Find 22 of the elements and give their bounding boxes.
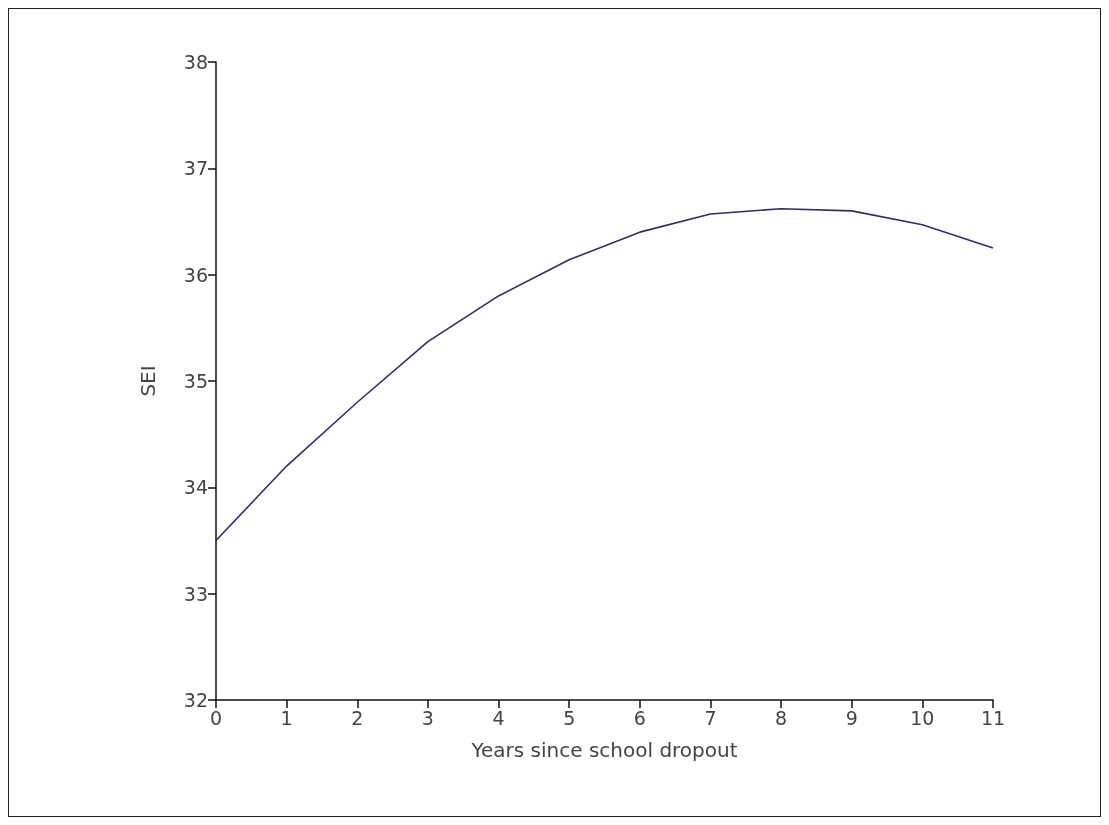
x-tick-label: 8 — [775, 706, 788, 729]
x-tick-label: 10 — [910, 706, 935, 729]
x-tick-label: 7 — [704, 706, 717, 729]
y-axis-title: SEI — [136, 365, 160, 397]
x-tick-label: 2 — [351, 706, 364, 729]
y-tick-label: 38 — [183, 51, 208, 73]
x-tick-label: 4 — [492, 706, 505, 729]
y-tick-label: 33 — [183, 582, 208, 605]
x-tick-label: 1 — [280, 706, 293, 729]
x-tick-label: 9 — [845, 706, 858, 729]
y-tick-label: 35 — [183, 370, 208, 392]
x-tick-label: 6 — [633, 706, 646, 729]
x-tick-label: 11 — [980, 706, 1006, 729]
x-axis-title: Years since school dropout — [470, 738, 738, 762]
y-tick-label: 34 — [183, 476, 208, 499]
x-tick-label: 5 — [563, 706, 576, 729]
line-series — [215, 207, 994, 542]
y-tick-label: 36 — [183, 263, 208, 286]
y-tick-label: 37 — [183, 157, 208, 180]
x-tick-label: 3 — [421, 706, 434, 729]
y-tick-label: 32 — [183, 689, 208, 711]
x-tick-label: 0 — [209, 706, 223, 729]
